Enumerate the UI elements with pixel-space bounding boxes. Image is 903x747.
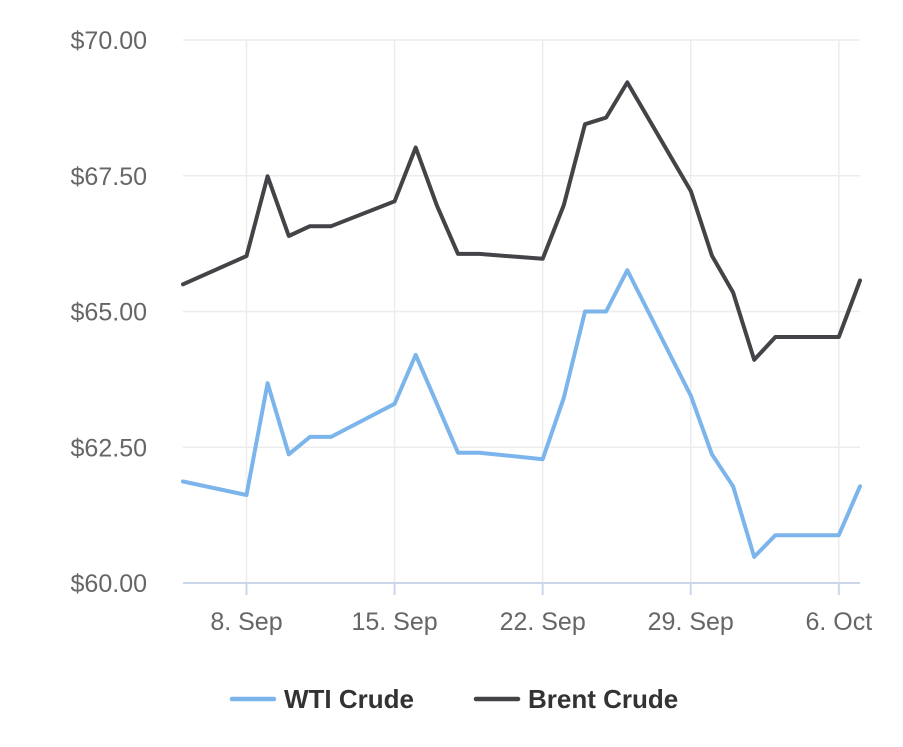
y-tick-label: $65.00 bbox=[71, 299, 147, 327]
series-lines bbox=[181, 80, 862, 559]
x-tick-label: 15. Sep bbox=[351, 608, 437, 636]
legend-label: Brent Crude bbox=[528, 684, 678, 714]
series-line-wti-crude[interactable] bbox=[181, 268, 862, 559]
gridlines bbox=[183, 39, 860, 583]
x-tick-label: 22. Sep bbox=[500, 608, 586, 636]
legend-label: WTI Crude bbox=[284, 684, 414, 714]
y-tick-label: $62.50 bbox=[71, 434, 147, 462]
y-tick-label: $60.00 bbox=[71, 570, 147, 598]
y-tick-label: $70.00 bbox=[71, 27, 147, 55]
legend-item-brent-crude[interactable]: Brent Crude bbox=[473, 684, 678, 714]
y-tick-label: $67.50 bbox=[71, 163, 147, 191]
x-tick-label: 6. Oct bbox=[806, 608, 873, 636]
legend: WTI Crude Brent Crude bbox=[229, 684, 678, 714]
x-tick-label: 29. Sep bbox=[648, 608, 734, 636]
axes: $60.00 $62.50 $65.00 $67.50 $70.00 8. Sep 15. … bbox=[71, 27, 873, 636]
legend-item-wti-crude[interactable]: WTI Crude bbox=[229, 684, 414, 714]
series-line-brent-crude[interactable] bbox=[181, 80, 862, 362]
x-tick-label: 8. Sep bbox=[210, 608, 282, 636]
